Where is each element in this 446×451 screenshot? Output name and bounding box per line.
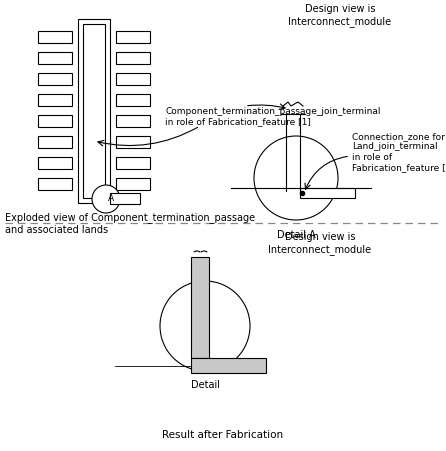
Bar: [116, 95, 150, 107]
Bar: [83, 25, 105, 198]
Bar: [110, 193, 140, 205]
Text: Design view is
Interconnect_module: Design view is Interconnect_module: [289, 4, 392, 27]
Bar: [38, 137, 72, 149]
Bar: [300, 189, 355, 198]
Bar: [116, 53, 150, 65]
Bar: [78, 20, 110, 203]
Bar: [116, 32, 150, 44]
Circle shape: [92, 186, 120, 213]
Bar: [38, 74, 72, 86]
Circle shape: [254, 137, 338, 221]
Text: Detail A: Detail A: [277, 230, 315, 239]
Bar: [116, 179, 150, 191]
Text: A: A: [108, 194, 114, 203]
Text: Detail: Detail: [190, 379, 219, 389]
Bar: [116, 158, 150, 170]
Text: Design view is
Interconnect_module: Design view is Interconnect_module: [268, 231, 372, 254]
Bar: [191, 358, 266, 373]
Text: Exploded view of Component_termination_passage
and associated lands: Exploded view of Component_termination_p…: [5, 212, 255, 234]
Bar: [38, 32, 72, 44]
Bar: [116, 74, 150, 86]
Bar: [38, 158, 72, 170]
Bar: [38, 95, 72, 107]
Circle shape: [160, 281, 250, 371]
Bar: [116, 137, 150, 149]
Text: Component_termination_passage_join_terminal
in role of Fabrication_feature [1]: Component_termination_passage_join_termi…: [165, 107, 380, 126]
Bar: [116, 116, 150, 128]
Bar: [191, 258, 209, 358]
Bar: [38, 179, 72, 191]
Bar: [38, 53, 72, 65]
Text: Result after Fabrication: Result after Fabrication: [162, 429, 284, 439]
Text: Connection_zone for
Land_join_terminal
in role of
Fabrication_feature [2]: Connection_zone for Land_join_terminal i…: [352, 132, 446, 172]
Bar: [38, 116, 72, 128]
